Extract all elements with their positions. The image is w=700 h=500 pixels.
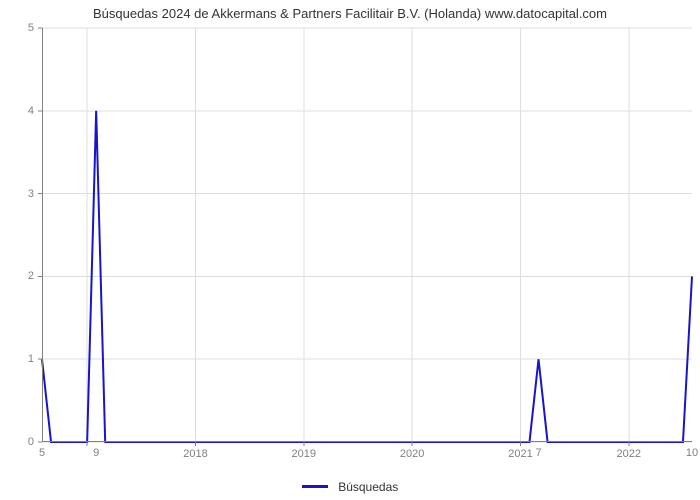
xtick-label: 2021 [508,448,532,460]
legend-label: Búsquedas [338,480,398,494]
ytick-label: 5 [4,22,34,34]
legend: Búsquedas [0,478,700,496]
point-label: 5 [39,447,45,459]
ytick-label: 0 [4,436,34,448]
plot-area: 0123452018201920202021202259710 [42,28,692,442]
point-label: 10 [686,447,698,459]
point-label: 7 [535,447,541,459]
xtick-label: 2019 [292,448,316,460]
chart-svg [42,28,692,442]
chart-title: Búsquedas 2024 de Akkermans & Partners F… [0,6,700,21]
xtick-label: 2020 [400,448,424,460]
xtick-label: 2022 [617,448,641,460]
legend-swatch [302,485,328,488]
ytick-label: 4 [4,105,34,117]
line-chart: Búsquedas 2024 de Akkermans & Partners F… [0,0,700,500]
ytick-label: 2 [4,270,34,282]
ytick-label: 1 [4,353,34,365]
point-label: 9 [93,447,99,459]
xtick-label: 2018 [183,448,207,460]
ytick-label: 3 [4,188,34,200]
